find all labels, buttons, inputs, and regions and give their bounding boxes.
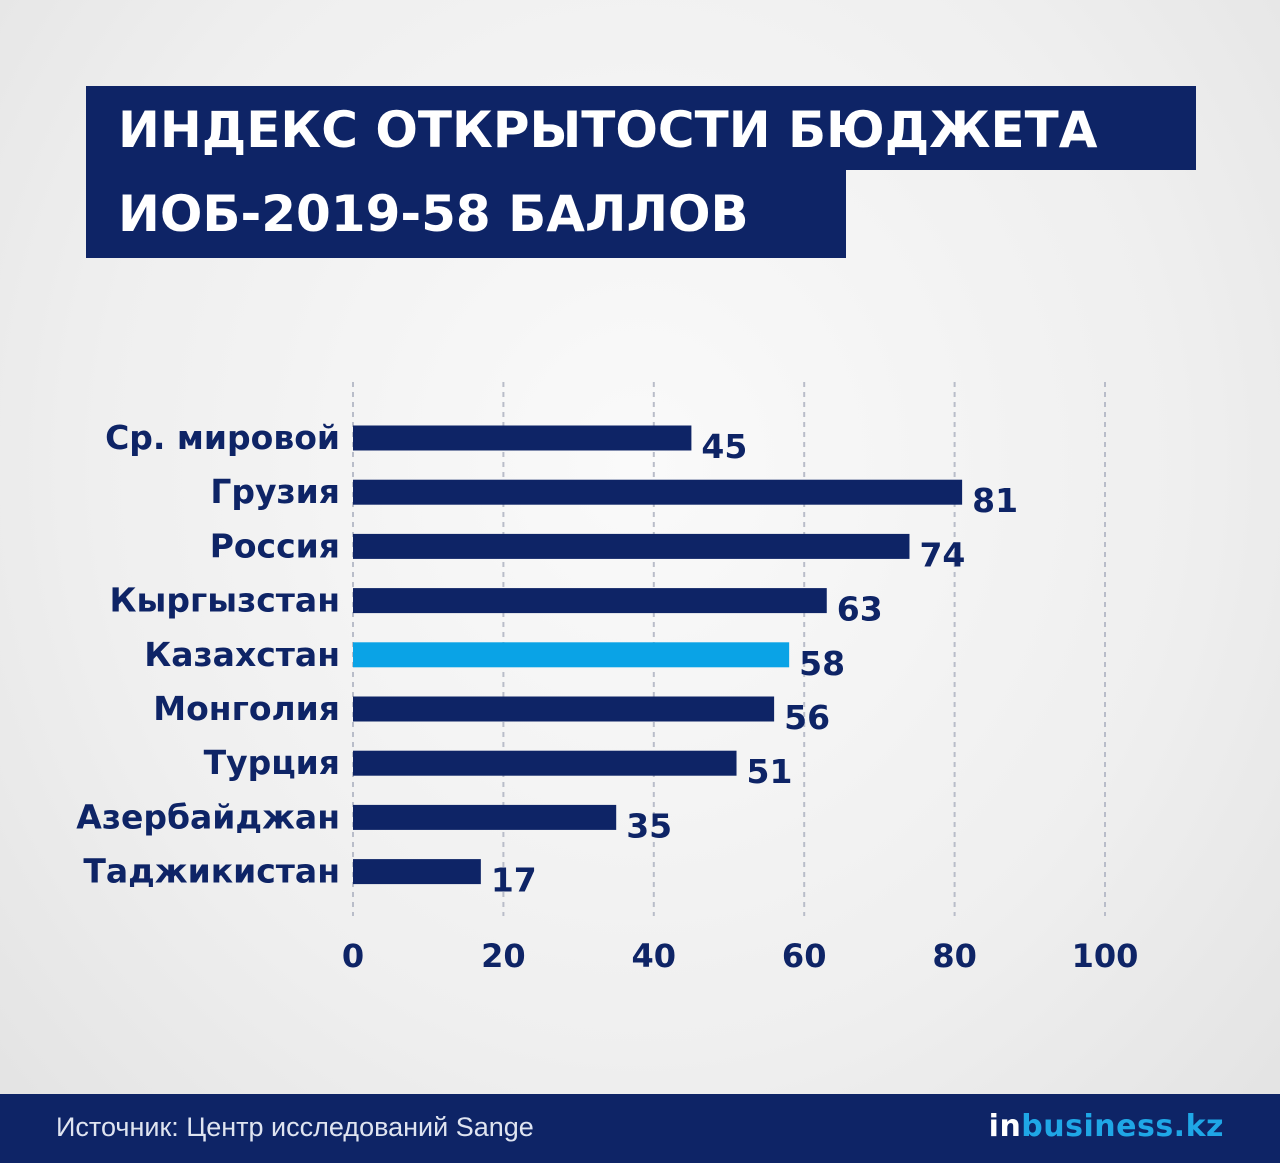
bar-chart: 0 20 40 60 80 100 Ср. мировой 45 Грузия 81 Россия 7…: [76, 382, 1139, 975]
value-label: 81: [972, 481, 1018, 520]
bar: [353, 642, 790, 668]
brand-logo-rest: business.kz: [1021, 1109, 1224, 1144]
category-label: Кыргызстан: [110, 581, 340, 620]
x-tick-label: 80: [932, 937, 977, 975]
bar: [353, 588, 827, 614]
bar: [353, 479, 963, 505]
x-tick-label: 60: [782, 937, 827, 975]
value-label: 74: [919, 535, 965, 574]
value-label: 35: [626, 806, 672, 845]
x-tick-label: 20: [481, 937, 526, 975]
title-line-2: ИОБ-2019-58 БАЛЛОВ: [86, 170, 846, 258]
bar: [353, 425, 692, 451]
footer-bar: Источник: Центр исследований Sange inbus…: [0, 1094, 1280, 1163]
value-label: 63: [837, 590, 883, 629]
title-line-1: ИНДЕКС ОТКРЫТОСТИ БЮДЖЕТА: [86, 86, 1196, 170]
brand-logo: inbusiness.kz: [989, 1094, 1224, 1160]
category-label: Ср. мировой: [105, 418, 340, 457]
value-label: 45: [701, 427, 747, 466]
bar: [353, 859, 481, 885]
brand-logo-in: in: [988, 1109, 1022, 1144]
bar: [353, 696, 775, 722]
bar: [353, 750, 737, 776]
category-label: Монголия: [153, 689, 340, 728]
bar: [353, 804, 617, 830]
category-label: Турция: [204, 743, 340, 782]
value-label: 58: [799, 644, 845, 683]
source-text: Источник: Центр исследований Sange: [56, 1112, 534, 1142]
x-tick-label: 100: [1072, 937, 1139, 975]
value-label: 51: [747, 752, 793, 791]
category-label: Россия: [210, 526, 340, 565]
category-label: Азербайджан: [76, 797, 340, 836]
value-label: 56: [784, 698, 830, 737]
value-label: 17: [491, 861, 537, 900]
category-label: Грузия: [210, 472, 340, 511]
category-label: Таджикистан: [83, 852, 340, 891]
category-label: Казахстан: [144, 635, 340, 674]
bar: [353, 533, 910, 559]
x-tick-label: 40: [632, 937, 677, 975]
x-tick-label: 0: [342, 937, 364, 975]
